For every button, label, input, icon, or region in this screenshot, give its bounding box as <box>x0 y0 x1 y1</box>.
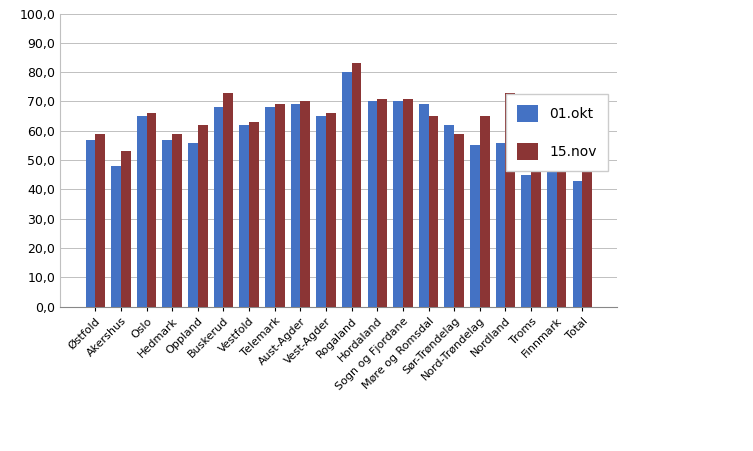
Bar <box>291 105 300 307</box>
Bar <box>239 125 249 307</box>
Bar <box>428 116 438 307</box>
Bar <box>86 140 96 307</box>
Bar <box>454 133 464 307</box>
Bar <box>367 101 377 307</box>
Bar <box>403 99 413 307</box>
Bar <box>505 93 515 307</box>
Bar <box>137 116 147 307</box>
Bar <box>444 125 454 307</box>
Bar <box>275 105 285 307</box>
Bar <box>163 140 172 307</box>
Bar <box>249 122 259 307</box>
Bar <box>147 113 157 307</box>
Bar <box>96 133 105 307</box>
Bar <box>377 99 387 307</box>
Bar <box>547 145 556 307</box>
Bar <box>121 152 131 307</box>
Bar <box>172 133 182 307</box>
Bar <box>214 107 224 307</box>
Bar <box>342 72 352 307</box>
Bar <box>521 175 531 307</box>
Bar <box>198 125 208 307</box>
Legend: 01.okt, 15.nov: 01.okt, 15.nov <box>506 94 608 171</box>
Bar <box>111 166 121 307</box>
Bar <box>531 137 541 307</box>
Bar <box>224 93 233 307</box>
Bar <box>300 101 310 307</box>
Bar <box>556 160 566 307</box>
Bar <box>188 143 198 307</box>
Bar <box>352 63 361 307</box>
Bar <box>480 116 489 307</box>
Bar <box>572 180 582 307</box>
Bar <box>470 145 480 307</box>
Bar <box>495 143 505 307</box>
Bar <box>326 113 336 307</box>
Bar <box>265 107 275 307</box>
Bar <box>316 116 326 307</box>
Bar <box>582 110 592 307</box>
Bar <box>419 105 428 307</box>
Bar <box>393 101 403 307</box>
